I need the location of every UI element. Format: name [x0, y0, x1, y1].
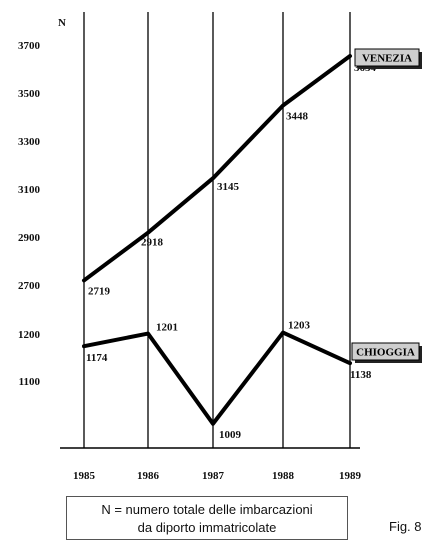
y-axis-label: N	[58, 17, 66, 29]
series-tag-venezia: VENEZIA	[354, 48, 422, 69]
x-axis-ticks: 1985 1986 1987 1988 1989	[73, 470, 362, 482]
data-label-chioggia-1985: 1174	[86, 352, 108, 364]
data-label-venezia-1985: 2719	[88, 285, 111, 297]
tag-box	[354, 48, 420, 67]
data-label-venezia-1988: 3448	[286, 110, 309, 122]
series-layer: 2719291831453448365411741201100912031138	[82, 54, 377, 441]
y-tick-2700: 2700	[18, 280, 41, 292]
y-tick-2900: 2900	[18, 232, 41, 244]
y-tick-3700: 3700	[18, 40, 41, 52]
y-tick-3100: 3100	[18, 184, 41, 196]
data-label-chioggia-1989: 1138	[350, 369, 372, 381]
series-tag-chioggia: CHIOGGIA	[351, 342, 422, 363]
x-tick-1989: 1989	[339, 470, 362, 482]
y-tick-1100: 1100	[19, 376, 41, 388]
tag-box	[351, 342, 420, 361]
series-tags: VENEZIA CHIOGGIA	[351, 48, 422, 363]
tag-label: VENEZIA	[362, 53, 412, 65]
data-label-chioggia-1986: 1201	[156, 322, 178, 334]
y-tick-3500: 3500	[18, 88, 41, 100]
figure-label: Fig. 8	[389, 519, 422, 534]
y-tick-1200: 1200	[18, 329, 41, 341]
series-line-chioggia	[82, 330, 352, 426]
data-label-venezia-1986: 2918	[141, 237, 164, 249]
x-tick-1985: 1985	[73, 470, 96, 482]
data-label-chioggia-1987: 1009	[219, 429, 242, 441]
note-line-1: N = numero totale delle imbarcazioni	[101, 502, 313, 517]
vertical-gridlines	[83, 12, 351, 448]
tag-label: CHIOGGIA	[356, 347, 415, 359]
x-tick-1987: 1987	[202, 470, 225, 482]
y-tick-3300: 3300	[18, 136, 41, 148]
definition-note: N = numero totale delle imbarcazioni da …	[66, 496, 348, 540]
data-label-chioggia-1988: 1203	[288, 320, 311, 332]
data-label-venezia-1987: 3145	[217, 181, 240, 193]
x-tick-1988: 1988	[272, 470, 295, 482]
note-line-2: da diporto immatricolate	[137, 520, 277, 535]
y-axis-ticks: 3700 3500 3300 3100 2900 2700 1200 1100	[18, 40, 41, 388]
x-tick-1986: 1986	[137, 470, 160, 482]
series-line-venezia	[82, 54, 352, 283]
